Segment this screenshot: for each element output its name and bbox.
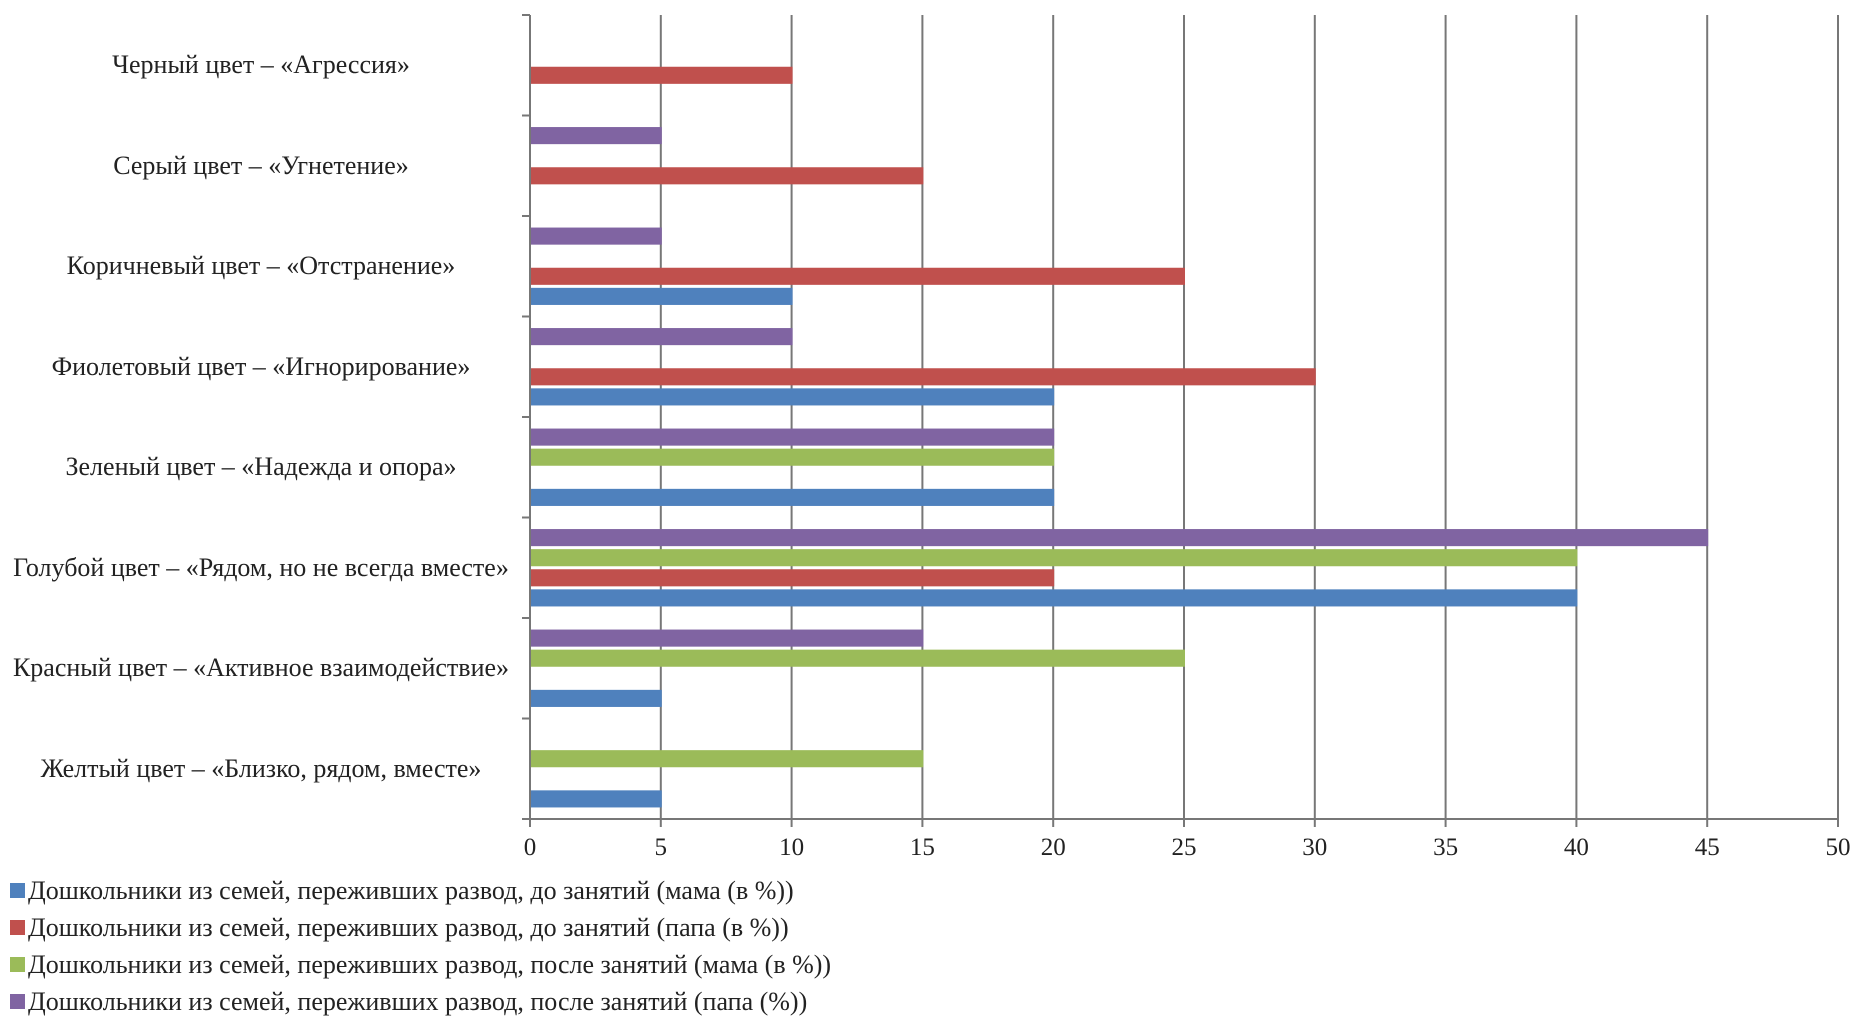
bar bbox=[531, 448, 1055, 466]
bar bbox=[531, 287, 793, 305]
x-tick-label: 50 bbox=[1826, 834, 1851, 861]
x-tick-label: 15 bbox=[910, 834, 935, 861]
legend-swatch bbox=[10, 920, 25, 935]
y-tick-label: Желтый цвет – «Близко, рядом, вместе» bbox=[40, 753, 482, 783]
bar bbox=[531, 569, 1055, 587]
bar bbox=[531, 488, 1055, 506]
legend-label: Дошкольники из семей, переживших развод,… bbox=[28, 950, 832, 979]
legend-item: Дошкольники из семей, переживших развод,… bbox=[10, 946, 831, 983]
legend-item: Дошкольники из семей, переживших развод,… bbox=[10, 983, 831, 1020]
bar bbox=[531, 267, 1185, 285]
y-tick-label: Зеленый цвет – «Надежда и опора» bbox=[65, 452, 457, 482]
y-tick-label: Голубой цвет – «Рядом, но не всегда вмес… bbox=[13, 552, 509, 582]
x-tick-label: 10 bbox=[779, 834, 804, 861]
legend-item: Дошкольники из семей, переживших развод,… bbox=[10, 909, 831, 946]
legend-swatch bbox=[10, 883, 25, 898]
legend-swatch bbox=[10, 994, 25, 1009]
bar bbox=[531, 649, 1185, 667]
bar bbox=[531, 790, 662, 808]
bar bbox=[531, 167, 924, 185]
x-tick-label: 40 bbox=[1564, 834, 1589, 861]
x-tick-label: 5 bbox=[655, 834, 668, 861]
x-tick-label: 45 bbox=[1695, 834, 1720, 861]
legend: Дошкольники из семей, переживших развод,… bbox=[10, 872, 831, 1020]
bar bbox=[531, 750, 924, 768]
legend-label: Дошкольники из семей, переживших развод,… bbox=[28, 913, 789, 942]
legend-label: Дошкольники из семей, переживших развод,… bbox=[28, 987, 808, 1016]
x-tick-label: 0 bbox=[524, 834, 537, 861]
bar bbox=[531, 689, 662, 707]
bar bbox=[531, 227, 662, 245]
y-tick-label: Фиолетовый цвет – «Игнорирование» bbox=[51, 351, 471, 381]
y-tick-label: Коричневый цвет – «Отстранение» bbox=[66, 251, 456, 281]
bar bbox=[531, 428, 1055, 446]
x-tick-label: 20 bbox=[1041, 834, 1066, 861]
x-tick-label: 30 bbox=[1302, 834, 1327, 861]
legend-swatch bbox=[10, 957, 25, 972]
bar bbox=[531, 529, 1709, 547]
legend-item: Дошкольники из семей, переживших развод,… bbox=[10, 872, 831, 909]
x-tick-label: 35 bbox=[1433, 834, 1458, 861]
bar bbox=[531, 328, 793, 346]
bar bbox=[531, 66, 793, 84]
y-tick-label: Черный цвет – «Агрессия» bbox=[112, 50, 410, 80]
legend-label: Дошкольники из семей, переживших развод,… bbox=[28, 876, 794, 905]
bar bbox=[531, 589, 1578, 607]
y-tick-label: Серый цвет – «Угнетение» bbox=[113, 150, 409, 180]
bar bbox=[531, 549, 1578, 567]
y-tick-label: Красный цвет – «Активное взаимодействие» bbox=[12, 653, 510, 683]
bar bbox=[531, 127, 662, 145]
bar bbox=[531, 629, 924, 647]
bar bbox=[531, 388, 1055, 406]
bar bbox=[531, 368, 1316, 386]
x-tick-label: 25 bbox=[1172, 834, 1197, 861]
